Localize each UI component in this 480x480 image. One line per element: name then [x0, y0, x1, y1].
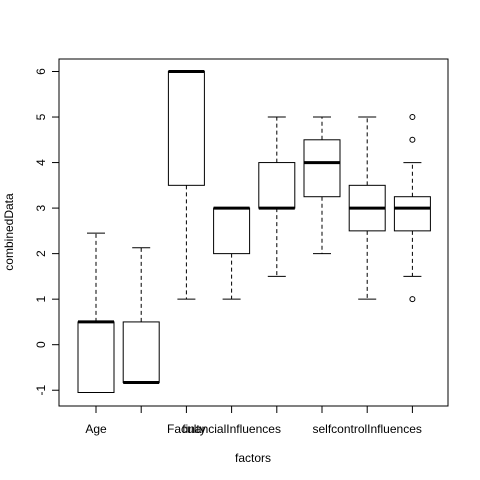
y-tick-label: 4 [34, 159, 48, 166]
y-axis-label: combinedData [2, 193, 16, 271]
box-group [77, 232, 115, 394]
y-tick-label: 3 [34, 204, 48, 211]
outlier-point [409, 136, 416, 143]
box-iqr [393, 196, 431, 232]
box-iqr [167, 71, 205, 186]
x-tick-label: Age [85, 422, 107, 436]
box-group [303, 116, 341, 255]
y-tick-label: 6 [34, 68, 48, 75]
y-tick-label: 1 [34, 296, 48, 303]
x-tick-label: selfcontrolInfluences [312, 422, 421, 436]
box-group [258, 116, 296, 277]
y-tick-label: 0 [34, 341, 48, 348]
box-iqr [303, 139, 341, 198]
box-group [122, 247, 160, 384]
box-iqr [77, 321, 115, 394]
box-iqr [122, 321, 160, 383]
box-group [167, 70, 205, 300]
y-tick-label: -1 [34, 385, 48, 396]
box-iqr [258, 162, 296, 209]
y-axis: -1 0 1 2 3 4 5 6 [34, 68, 60, 396]
outlier-point [409, 296, 416, 303]
box-group [393, 114, 431, 303]
box-group [348, 116, 386, 300]
x-axis-label: factors [235, 451, 271, 465]
box-iqr [213, 207, 251, 255]
y-tick-label: 2 [34, 250, 48, 257]
outlier-point [409, 114, 416, 121]
box-group [213, 206, 251, 300]
y-tick-label: 5 [34, 113, 48, 120]
x-tick-label: Faculty [167, 422, 206, 436]
x-tick-label: financialInfluences [182, 422, 281, 436]
boxes-layer [77, 70, 431, 394]
